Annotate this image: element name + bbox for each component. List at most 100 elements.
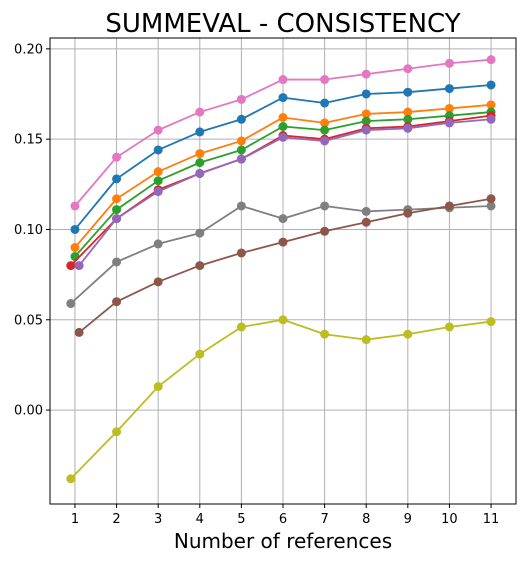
data-point (486, 317, 496, 327)
data-point (74, 261, 84, 271)
data-point (278, 237, 288, 247)
data-point (195, 228, 205, 238)
data-point (444, 201, 454, 211)
series-6 (74, 114, 496, 271)
data-point (153, 145, 163, 155)
data-point (361, 116, 371, 126)
data-point (320, 75, 330, 85)
data-point (403, 87, 413, 97)
data-point (278, 132, 288, 142)
data-point (320, 226, 330, 236)
y-axis: 0.00 0.05 0.10 0.15 0.20 (14, 42, 50, 419)
data-point (403, 64, 413, 74)
x-tick-label: 7 (320, 512, 328, 527)
data-point (403, 329, 413, 339)
data-point (444, 103, 454, 113)
data-point (70, 224, 80, 234)
data-point (236, 136, 246, 146)
data-point (278, 75, 288, 85)
data-point (195, 349, 205, 359)
data-point (66, 261, 76, 271)
data-point (361, 89, 371, 99)
data-point (403, 208, 413, 218)
data-point (486, 114, 496, 124)
data-point (403, 107, 413, 117)
data-point (70, 243, 80, 253)
chart-title: SUMMEVAL - CONSISTENCY (105, 9, 460, 39)
data-point (320, 201, 330, 211)
data-point (320, 329, 330, 339)
data-point (320, 118, 330, 128)
data-point (153, 382, 163, 392)
series-9 (66, 315, 496, 484)
data-point (361, 125, 371, 135)
data-point (236, 154, 246, 164)
x-axis: 1 2 3 4 5 6 7 8 9 10 11 (71, 504, 499, 527)
x-tick-label: 1 (71, 512, 79, 527)
data-point (236, 114, 246, 124)
y-tick-label: 0.20 (14, 42, 43, 57)
data-point (195, 127, 205, 137)
data-point (153, 167, 163, 177)
y-tick-label: 0.10 (14, 223, 43, 238)
data-point (153, 125, 163, 135)
data-point (236, 248, 246, 258)
data-point (112, 174, 122, 184)
data-point (486, 80, 496, 90)
data-point (112, 194, 122, 204)
data-point (278, 214, 288, 224)
data-point (153, 176, 163, 186)
series-2 (70, 80, 496, 234)
data-point (74, 327, 84, 337)
data-point (403, 114, 413, 124)
series-3 (70, 100, 496, 253)
data-point (278, 315, 288, 325)
series-group (66, 55, 496, 484)
x-tick-label: 4 (196, 512, 204, 527)
data-point (486, 55, 496, 65)
x-axis-label: Number of references (174, 529, 392, 553)
data-point (112, 427, 122, 437)
data-point (361, 217, 371, 227)
data-point (70, 252, 80, 262)
x-tick-label: 2 (112, 512, 120, 527)
data-point (195, 261, 205, 271)
data-point (361, 69, 371, 79)
data-point (195, 168, 205, 178)
data-point (361, 109, 371, 119)
data-point (320, 98, 330, 108)
data-point (195, 149, 205, 159)
data-point (444, 118, 454, 128)
series-1 (70, 55, 496, 211)
y-tick-label: 0.00 (14, 404, 43, 419)
x-tick-label: 5 (237, 512, 245, 527)
data-point (361, 206, 371, 216)
data-point (278, 112, 288, 122)
x-tick-label: 6 (279, 512, 287, 527)
data-point (361, 335, 371, 345)
data-point (320, 136, 330, 146)
y-tick-label: 0.15 (14, 133, 43, 148)
data-point (486, 100, 496, 110)
x-tick-label: 11 (483, 512, 500, 527)
data-point (112, 205, 122, 215)
y-tick-label: 0.05 (14, 313, 43, 328)
data-point (236, 94, 246, 104)
series-8 (74, 194, 496, 337)
data-point (153, 187, 163, 197)
data-point (66, 474, 76, 484)
data-point (444, 58, 454, 68)
data-point (236, 322, 246, 332)
data-point (66, 299, 76, 309)
data-point (486, 201, 496, 211)
data-point (320, 125, 330, 135)
data-point (112, 214, 122, 224)
data-point (278, 122, 288, 131)
data-point (403, 123, 413, 133)
x-tick-label: 3 (154, 512, 162, 527)
data-point (70, 201, 80, 211)
data-point (195, 107, 205, 117)
data-point (112, 152, 122, 162)
